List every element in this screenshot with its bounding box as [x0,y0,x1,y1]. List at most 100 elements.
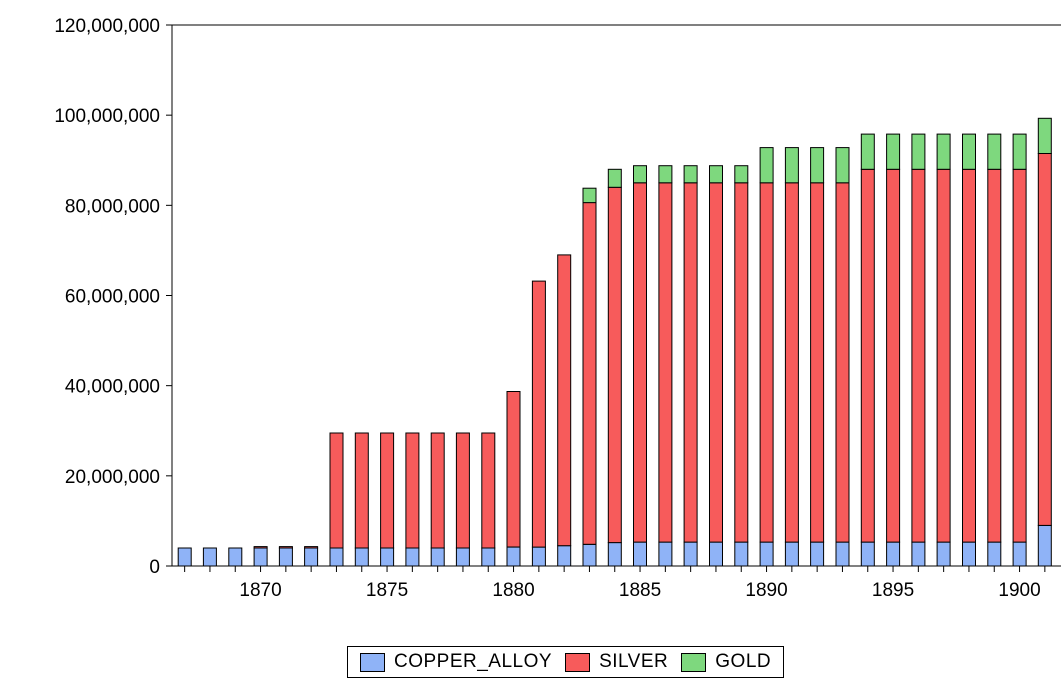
bar-copper-alloy-1884 [607,542,622,567]
bar-gold-1890 [759,147,774,184]
legend-item-copper-alloy: COPPER_ALLOY [360,651,552,673]
bar-gold-1895 [886,133,901,170]
y-tick-label: 120,000,000 [54,16,160,37]
legend-item-gold: GOLD [681,651,771,673]
bar-copper-alloy-1868 [202,547,217,567]
bar-copper-alloy-1870 [253,547,268,567]
bar-copper-alloy-1871 [278,547,293,567]
bar-silver-1885 [633,182,647,543]
bar-copper-alloy-1878 [455,547,470,567]
bar-silver-1884 [607,186,622,544]
bar-copper-alloy-1872 [304,547,319,567]
bar-gold-1887 [683,165,698,184]
bar-gold-1896 [911,133,926,170]
bars-group [177,117,1052,567]
plot-frame [171,24,1061,567]
bar-silver-1901 [1037,153,1052,526]
x-tick-label: 1890 [745,580,787,601]
bar-silver-1893 [835,182,850,543]
bar-gold-1891 [784,147,799,184]
bar-copper-alloy-1880 [506,546,521,567]
bar-gold-1894 [860,133,875,170]
legend-label-gold: GOLD [715,651,772,672]
x-tick-label: 1885 [619,580,661,601]
bar-silver-1887 [683,182,698,543]
legend-label-copper-alloy: COPPER_ALLOY [394,651,553,672]
bar-gold-1900 [1012,133,1027,170]
bar-silver-1886 [658,182,673,543]
y-tick-label: 20,000,000 [65,467,160,488]
bar-copper-alloy-1893 [835,541,850,567]
y-axis: 0 20,000,000 40,000,000 60,000,000 80,000,00… [54,16,172,578]
bar-silver-1892 [810,182,825,543]
bar-copper-alloy-1877 [430,547,445,567]
bar-silver-1877 [430,432,445,549]
bar-copper-alloy-1874 [354,547,369,567]
bar-gold-1884 [607,168,622,188]
bar-copper-alloy-1888 [709,541,723,567]
bar-silver-1872 [304,546,319,549]
legend-swatch-silver [565,652,591,672]
x-tick-label: 1870 [239,580,281,601]
bar-copper-alloy-1898 [962,541,976,567]
bar-copper-alloy-1895 [886,541,901,567]
bar-copper-alloy-1885 [633,541,647,567]
bar-copper-alloy-1882 [557,545,572,567]
bar-gold-1889 [734,165,749,184]
bar-silver-1881 [531,280,546,548]
legend-swatch-copper-alloy [360,652,385,672]
bar-gold-1899 [987,133,1002,170]
bar-silver-1871 [278,546,293,549]
bar-gold-1893 [835,147,850,184]
legend-item-silver: SILVER [565,651,668,673]
bar-silver-1870 [253,546,268,549]
bar-copper-alloy-1889 [734,541,749,567]
y-tick-label: 80,000,000 [65,196,160,217]
bar-copper-alloy-1891 [784,541,799,567]
bar-gold-1885 [633,165,647,184]
bar-gold-1898 [962,133,976,170]
bar-silver-1896 [911,168,926,543]
bar-copper-alloy-1899 [987,541,1002,567]
bar-copper-alloy-1894 [860,541,875,567]
bar-silver-1873 [329,432,344,549]
bar-copper-alloy-1883 [582,543,597,567]
bar-copper-alloy-1886 [658,541,673,567]
x-axis: 1870 1875 1880 1885 1890 1895 1900 [184,566,1046,601]
bar-silver-1876 [405,432,420,549]
bar-copper-alloy-1892 [810,541,825,567]
bar-copper-alloy-1873 [329,547,344,567]
bar-silver-1900 [1012,168,1027,543]
x-tick-label: 1875 [366,580,408,601]
bar-copper-alloy-1869 [228,547,243,567]
bar-gold-1886 [658,165,673,184]
bar-silver-1899 [987,168,1002,543]
bar-copper-alloy-1887 [683,541,698,567]
bar-silver-1883 [582,202,597,545]
bar-copper-alloy-1867 [177,547,192,567]
bar-silver-1889 [734,182,749,543]
bar-copper-alloy-1876 [405,547,420,567]
bar-copper-alloy-1900 [1012,541,1027,567]
bar-silver-1898 [962,168,976,543]
bar-silver-1890 [759,182,774,543]
bar-copper-alloy-1879 [481,547,496,567]
bar-copper-alloy-1890 [759,541,774,567]
bar-silver-1888 [709,182,723,543]
bar-copper-alloy-1901 [1037,524,1052,567]
y-tick-label: 0 [149,557,160,578]
legend-swatch-gold [681,652,707,672]
legend-label-silver: SILVER [599,651,669,672]
bar-silver-1878 [455,432,470,549]
axis-lines [171,24,1061,567]
bar-silver-1894 [860,168,875,543]
bar-silver-1879 [481,432,496,549]
bar-copper-alloy-1875 [380,547,395,567]
bar-copper-alloy-1881 [531,546,546,567]
bar-silver-1897 [936,168,951,543]
x-tick-label: 1880 [492,580,534,601]
bar-copper-alloy-1896 [911,541,926,567]
y-tick-label: 100,000,000 [54,106,160,127]
bar-silver-1874 [354,432,369,549]
